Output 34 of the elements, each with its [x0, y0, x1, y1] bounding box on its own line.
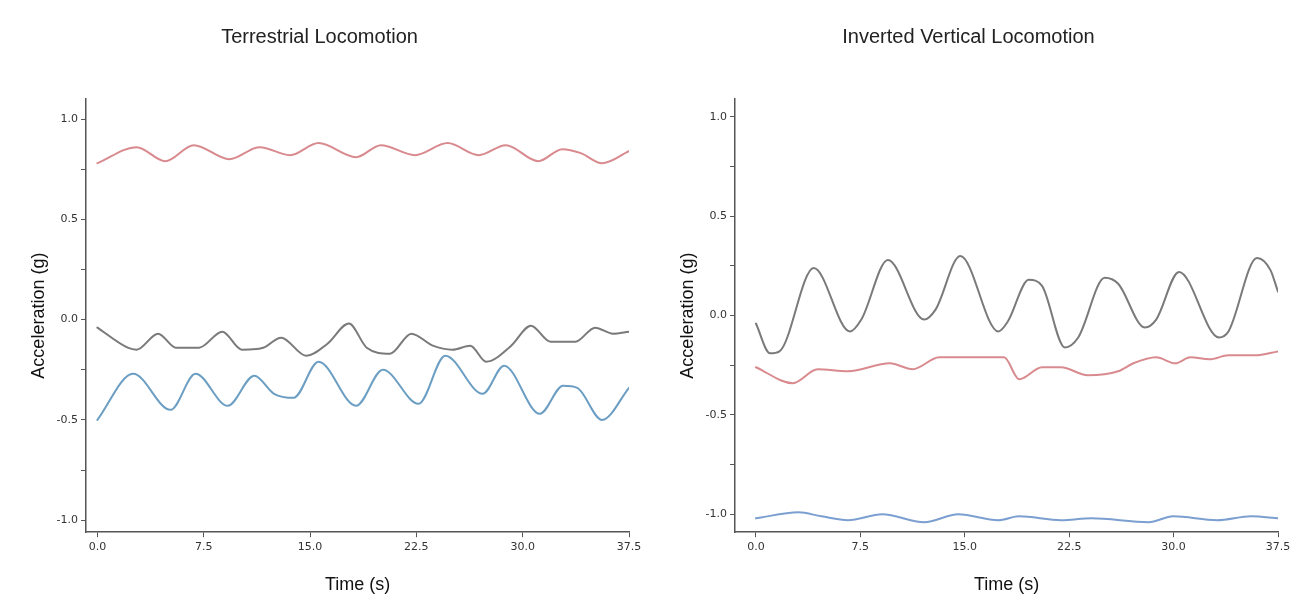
line-series — [754, 511, 1278, 524]
x-axis-title: Time (s) — [973, 574, 1040, 595]
y-tick-label: 0.5 — [60, 212, 79, 226]
y-tick-label: 0.0 — [709, 308, 728, 322]
x-tick-label: 22.5 — [404, 539, 429, 553]
x-axis-title: Time (s) — [324, 574, 391, 595]
chart-title: Inverted Vertical Locomotion — [842, 24, 1095, 47]
chart-title: Terrestrial Locomotion — [221, 24, 418, 47]
y-tick-label: 1.0 — [60, 111, 79, 125]
x-tick-label: 15.0 — [297, 539, 323, 553]
x-tick-label: 7.5 — [194, 539, 213, 553]
x-tick-label: 30.0 — [1161, 539, 1186, 553]
x-tick-label: 7.5 — [851, 539, 870, 553]
x-tick-label: 22.5 — [1056, 539, 1082, 553]
y-axis-title: Acceleration (g) — [676, 252, 697, 379]
y-tick-label: 1.0 — [709, 109, 728, 123]
x-tick-label: 30.0 — [510, 539, 535, 553]
line-series — [754, 254, 1278, 355]
x-tick-label: 37.5 — [1265, 539, 1291, 553]
y-tick-label: -1.0 — [705, 507, 728, 521]
x-tick-label: 0.0 — [88, 539, 107, 553]
y-tick-label: -1.0 — [56, 513, 79, 527]
y-tick-label: 0.0 — [60, 312, 79, 326]
y-axis-title: Acceleration (g) — [27, 252, 48, 379]
line-series — [96, 354, 629, 421]
y-tick-label: 0.5 — [709, 209, 728, 223]
y-tick-label: -0.5 — [56, 412, 79, 426]
x-tick-label: 37.5 — [616, 539, 642, 553]
line-series — [754, 350, 1278, 385]
line-series — [96, 322, 629, 363]
y-tick-label: -0.5 — [705, 407, 728, 421]
x-tick-label: 15.0 — [952, 539, 978, 553]
line-series — [96, 142, 629, 165]
x-tick-label: 0.0 — [747, 539, 765, 553]
